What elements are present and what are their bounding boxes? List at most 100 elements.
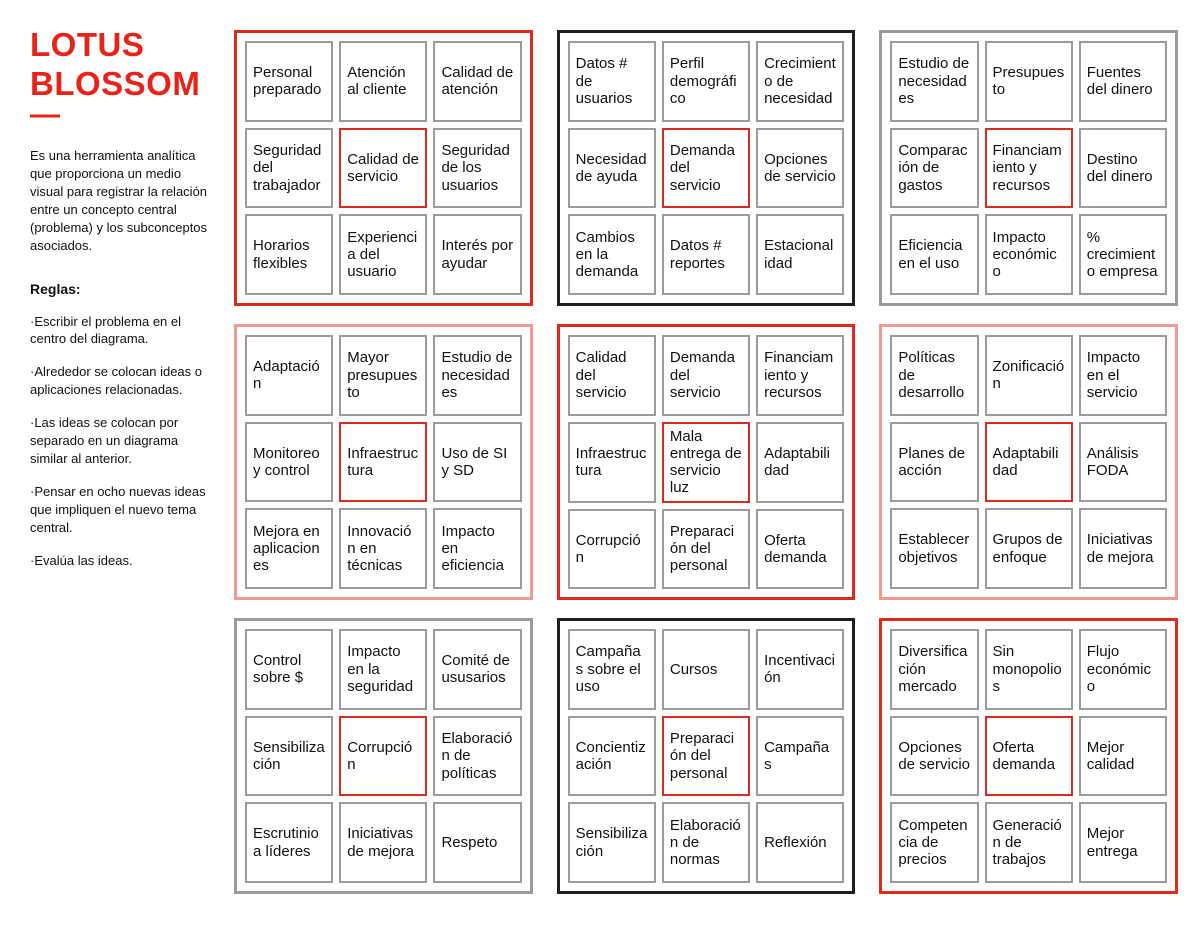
idea-cell: Flujo económico xyxy=(1078,629,1167,710)
rule-item: ·Alrededor se colocan ideas o aplicacion… xyxy=(30,364,202,398)
idea-cell: Necesidad de ayuda xyxy=(567,127,656,209)
idea-cell: Estacionalidad xyxy=(756,214,845,295)
idea-cell: Oferta demanda xyxy=(756,508,845,589)
idea-cell: Comité de ususarios xyxy=(433,629,522,710)
center-topic-cell: Financiamiento y recursos xyxy=(984,127,1073,209)
idea-cell: Uso de SI y SD xyxy=(433,421,522,503)
idea-cell: Zonificación xyxy=(984,335,1073,416)
idea-cell: Establecer objetivos xyxy=(890,508,979,589)
idea-cell: Crecimiento de necesidad xyxy=(756,41,845,122)
idea-cell: Impacto en el servicio xyxy=(1078,335,1167,416)
page-title: LOTUS BLOSSOM xyxy=(30,26,220,104)
idea-cell: Monitoreo y control xyxy=(245,421,334,503)
idea-cell: Calidad del servicio xyxy=(567,335,656,416)
idea-cell: Iniciativas de mejora xyxy=(339,802,428,883)
block-top-center: Datos # de usuarios Perfil demográfico C… xyxy=(556,30,856,306)
idea-cell: Diversificación mercado xyxy=(890,629,979,710)
idea-cell: Interés por ayudar xyxy=(433,214,522,295)
idea-cell: Sensibilización xyxy=(567,802,656,883)
idea-cell: % crecimiento empresa xyxy=(1078,214,1167,295)
center-topic-cell: Infraestructura xyxy=(339,421,428,503)
idea-cell: Control sobre $ xyxy=(245,629,334,710)
idea-cell: Impacto en la seguridad xyxy=(339,629,428,710)
idea-cell: Cursos xyxy=(661,629,751,710)
block-top-right: Estudio de necesidades Presupuesto Fuent… xyxy=(879,30,1178,306)
idea-cell: Reflexión xyxy=(756,802,845,883)
idea-cell: Financiamiento y recursos xyxy=(756,335,845,416)
block-bottom-right: Diversificación mercado Sin monopolios F… xyxy=(879,618,1178,894)
idea-cell: Estudio de necesidades xyxy=(433,335,522,416)
idea-cell: Perfil demográfico xyxy=(661,41,751,122)
idea-cell: Adaptabilidad xyxy=(756,421,845,503)
rule-item: ·Evalúa las ideas. xyxy=(30,552,133,568)
idea-cell: Comparación de gastos xyxy=(890,127,979,209)
idea-cell: Fuentes del dinero xyxy=(1078,41,1167,122)
idea-cell: Impacto en eficiencia xyxy=(433,508,522,589)
idea-cell: Demanda del servicio xyxy=(661,335,751,416)
sidebar: LOTUS BLOSSOM — Es una herramienta analí… xyxy=(0,0,232,927)
idea-cell: Datos # reportes xyxy=(661,214,751,295)
idea-cell: Horarios flexibles xyxy=(245,214,334,295)
idea-cell: Impacto económico xyxy=(984,214,1073,295)
idea-cell: Sin monopolios xyxy=(984,629,1073,710)
idea-cell: Personal preparado xyxy=(245,41,334,122)
idea-cell: Respeto xyxy=(433,802,522,883)
title-line-2: BLOSSOM xyxy=(30,64,201,102)
idea-cell: Seguridad de los usuarios xyxy=(433,127,522,209)
idea-cell: Políticas de desarrollo xyxy=(890,335,979,416)
idea-cell: Sensibilización xyxy=(245,715,334,797)
idea-cell: Campañas sobre el uso xyxy=(567,629,656,710)
idea-cell: Corrupción xyxy=(567,508,656,589)
block-middle-right: Políticas de desarrollo Zonificación Imp… xyxy=(879,324,1178,600)
rule-item: ·Pensar en ocho nuevas ideas que impliqu… xyxy=(30,484,206,535)
idea-cell: Calidad de atención xyxy=(433,41,522,122)
idea-cell: Adaptación xyxy=(245,335,334,416)
idea-cell: Competencia de precios xyxy=(890,802,979,883)
center-topic-cell: Corrupción xyxy=(339,715,428,797)
idea-cell: Infraestructura xyxy=(567,421,656,503)
block-bottom-left: Control sobre $ Impacto en la seguridad … xyxy=(234,618,533,894)
diagram-area: Personal preparado Atención al cliente C… xyxy=(232,0,1200,927)
idea-cell: Elaboración de normas xyxy=(661,802,751,883)
lotus-grid: Personal preparado Atención al cliente C… xyxy=(234,30,1178,894)
idea-cell: Cambios en la demanda xyxy=(567,214,656,295)
idea-cell: Opciones de servicio xyxy=(756,127,845,209)
idea-cell: Experiencia del usuario xyxy=(339,214,428,295)
idea-cell: Planes de acción xyxy=(890,421,979,503)
idea-cell: Preparación del personal xyxy=(661,508,751,589)
rule-item: ·Las ideas se colocan por separado en un… xyxy=(30,415,179,467)
intro-text: Es una herramienta analítica que proporc… xyxy=(30,147,208,253)
idea-cell: Opciones de servicio xyxy=(890,715,979,797)
idea-cell: Atención al cliente xyxy=(339,41,428,122)
rule-item: ·Escribir el problema en el centro del d… xyxy=(30,313,182,347)
center-topic-cell: Demanda del servicio xyxy=(661,127,751,209)
idea-cell: Escrutinio a líderes xyxy=(245,802,334,883)
idea-cell: Campañas xyxy=(756,715,845,797)
title-dash: — xyxy=(30,97,60,131)
central-problem-cell: Mala entrega de servicio luz xyxy=(661,421,751,503)
idea-cell: Datos # de usuarios xyxy=(567,41,656,122)
block-top-left: Personal preparado Atención al cliente C… xyxy=(234,30,533,306)
idea-cell: Destino del dinero xyxy=(1078,127,1167,209)
idea-cell: Concientización xyxy=(567,715,656,797)
idea-cell: Grupos de enfoque xyxy=(984,508,1073,589)
idea-cell: Seguridad del trabajador xyxy=(245,127,334,209)
idea-cell: Presupuesto xyxy=(984,41,1073,122)
idea-cell: Mejora en aplicaciones xyxy=(245,508,334,589)
block-middle-center: Calidad del servicio Demanda del servici… xyxy=(556,324,856,600)
idea-cell: Mejor calidad xyxy=(1078,715,1167,797)
center-topic-cell: Oferta demanda xyxy=(984,715,1073,797)
idea-cell: Mayor presupuesto xyxy=(339,335,428,416)
title-line-1: LOTUS xyxy=(30,26,145,63)
idea-cell: Estudio de necesidades xyxy=(890,41,979,122)
center-topic-cell: Calidad de servicio xyxy=(339,127,428,209)
center-topic-cell: Preparación del personal xyxy=(661,715,751,797)
idea-cell: Iniciativas de mejora xyxy=(1078,508,1167,589)
block-bottom-center: Campañas sobre el uso Cursos Incentivaci… xyxy=(556,618,856,894)
idea-cell: Generación de trabajos xyxy=(984,802,1073,883)
block-middle-left: Adaptación Mayor presupuesto Estudio de … xyxy=(234,324,533,600)
idea-cell: Eficiencia en el uso xyxy=(890,214,979,295)
idea-cell: Análisis FODA xyxy=(1078,421,1167,503)
idea-cell: Elaboración de políticas xyxy=(433,715,522,797)
